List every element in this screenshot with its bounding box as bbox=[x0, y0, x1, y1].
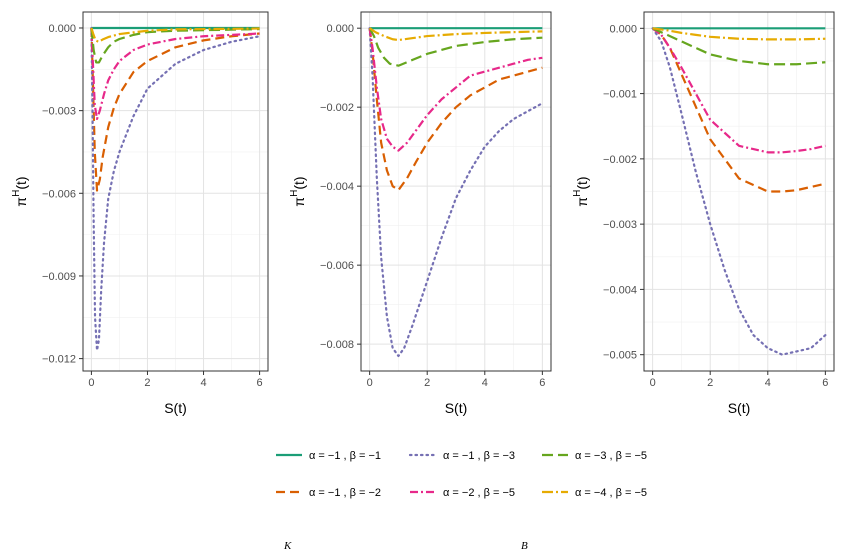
y-tick-label: −0.001 bbox=[603, 89, 637, 101]
series-line-3 bbox=[651, 27, 827, 356]
series-line-4 bbox=[90, 27, 260, 120]
x-axis-title: S(t) bbox=[164, 400, 187, 416]
series-line-6 bbox=[90, 27, 260, 43]
y-tick-label: −0.005 bbox=[603, 350, 637, 362]
series-line-6 bbox=[369, 27, 543, 42]
y-axis-title-tail: (t) bbox=[13, 176, 29, 189]
series-line-2 bbox=[651, 27, 826, 193]
y-axis-title-sup: H bbox=[11, 190, 22, 197]
x-tick-label: 4 bbox=[765, 377, 771, 389]
y-tick-label: −0.008 bbox=[320, 339, 354, 351]
series-line-3 bbox=[90, 26, 261, 352]
y-tick-label: −0.004 bbox=[320, 181, 354, 193]
y-axis-title-main: π bbox=[291, 197, 307, 207]
y-tick-label: −0.004 bbox=[603, 284, 637, 296]
x-tick-label: 2 bbox=[707, 377, 713, 389]
legend-label-1: α = −1 , β = −1 bbox=[309, 450, 381, 462]
series-line-4 bbox=[651, 27, 826, 154]
series-line-6 bbox=[652, 27, 826, 41]
y-axis-title-tail: (t) bbox=[291, 176, 307, 189]
panel-1: 0 2 4 6 0.000 −0.003 −0.006 −0.009 −0.012 S(t) πH(… bbox=[11, 11, 269, 416]
x-tick-label: 6 bbox=[257, 377, 263, 389]
series-line-5 bbox=[368, 27, 543, 67]
series-line-5 bbox=[90, 27, 260, 64]
x-tick-label: 0 bbox=[88, 377, 94, 389]
y-axis-title-main: π bbox=[574, 197, 590, 207]
y-axis-title: πH(t) bbox=[572, 176, 590, 206]
y-tick-label: −0.002 bbox=[320, 102, 354, 114]
y-axis-title-tail: (t) bbox=[574, 176, 590, 189]
series-line-2 bbox=[90, 27, 260, 192]
y-axis-title-sup: H bbox=[289, 190, 300, 197]
legend-label-6: α = −4 , β = −5 bbox=[575, 487, 647, 499]
footer-fragment-k: K bbox=[283, 540, 292, 552]
x-tick-label: 6 bbox=[822, 377, 828, 389]
y-tick-label: −0.006 bbox=[42, 188, 76, 200]
x-tick-label: 2 bbox=[424, 377, 430, 389]
x-tick-label: 4 bbox=[200, 377, 206, 389]
x-tick-label: 6 bbox=[539, 377, 545, 389]
y-tick-label: 0.000 bbox=[48, 23, 76, 35]
legend-label-4: α = −2 , β = −5 bbox=[443, 487, 515, 499]
legend-label-5: α = −3 , β = −5 bbox=[575, 450, 647, 462]
panel-border bbox=[643, 11, 835, 372]
x-tick-label: 2 bbox=[144, 377, 150, 389]
footer-fragment-b: B bbox=[521, 540, 528, 552]
y-tick-label: 0.000 bbox=[326, 23, 354, 35]
y-tick-label: −0.009 bbox=[42, 271, 76, 283]
y-axis-title: πH(t) bbox=[289, 176, 307, 206]
series-line-3 bbox=[368, 27, 544, 358]
x-tick-label: 0 bbox=[650, 377, 656, 389]
y-tick-label: −0.002 bbox=[603, 154, 637, 166]
x-tick-label: 4 bbox=[482, 377, 488, 389]
y-axis-title-sup: H bbox=[572, 190, 583, 197]
x-tick-label: 0 bbox=[367, 377, 373, 389]
y-tick-label: 0.000 bbox=[609, 23, 637, 35]
y-tick-label: −0.003 bbox=[42, 106, 76, 118]
series-group bbox=[368, 27, 544, 358]
series-line-5 bbox=[652, 27, 826, 66]
panel-3: 0 2 4 6 0.000 −0.001 −0.002 −0.003 −0.004 −0.005 S… bbox=[572, 11, 835, 416]
panel-border bbox=[360, 11, 552, 372]
series-line-2 bbox=[368, 28, 543, 192]
y-tick-label: −0.012 bbox=[42, 354, 76, 366]
series-line-4 bbox=[368, 28, 543, 152]
x-axis-title: S(t) bbox=[445, 400, 468, 416]
y-axis-title: πH(t) bbox=[11, 176, 29, 206]
x-axis-title: S(t) bbox=[728, 400, 751, 416]
panel-border bbox=[82, 11, 269, 372]
series-group bbox=[651, 27, 827, 356]
y-axis-title-main: π bbox=[13, 197, 29, 207]
series-group bbox=[90, 26, 261, 352]
legend: α = −1 , β = −1 α = −1 , β = −3 α = −3 , β… bbox=[276, 450, 647, 499]
y-tick-label: −0.003 bbox=[603, 219, 637, 231]
legend-label-3: α = −1 , β = −3 bbox=[443, 450, 515, 462]
panel-2: 0 2 4 6 0.000 −0.002 −0.004 −0.006 −0.008 S(t) πH(… bbox=[289, 11, 552, 416]
legend-label-2: α = −1 , β = −2 bbox=[309, 487, 381, 499]
y-tick-label: −0.006 bbox=[320, 260, 354, 272]
